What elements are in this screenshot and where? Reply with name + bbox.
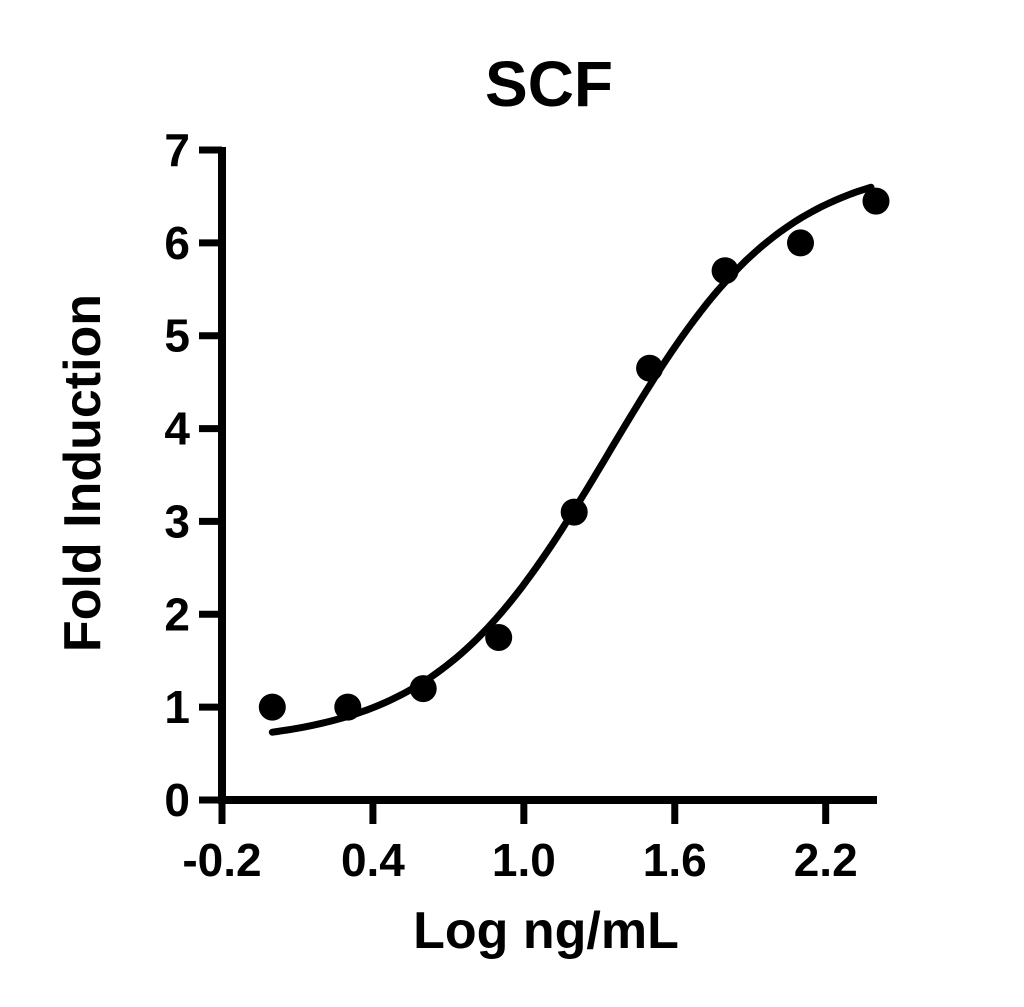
data-point [636,354,664,382]
x-axis-tick-labels: -0.2 0.4 1.0 1.6 2.2 [182,834,857,886]
data-point [787,229,814,257]
x-tick-label: 1.6 [643,834,707,886]
x-axis-ticks [218,800,830,824]
x-tick-label: 1.0 [492,834,556,886]
x-axis-title: Log ng/mL [413,902,679,960]
y-axis-ticks [199,146,222,804]
y-tick-label: 5 [164,310,190,362]
y-tick-label: 4 [164,403,190,455]
data-point [258,693,286,721]
y-axis-title: Fold Induction [54,294,112,652]
fit-curve [268,183,875,736]
data-point [862,187,890,215]
data-point [334,693,362,721]
data-points-group [258,187,890,721]
data-point [711,257,739,285]
data-point [560,498,588,526]
y-tick-label: 6 [164,217,190,269]
y-tick-label: 0 [164,774,190,826]
data-point [409,675,437,703]
x-tick-label: -0.2 [182,834,261,886]
x-tick-label: 0.4 [341,834,405,886]
x-tick-label: 2.2 [794,834,858,886]
y-tick-label: 2 [164,588,190,640]
y-tick-label: 3 [164,495,190,547]
chart-title: SCF [485,48,613,120]
data-point [485,624,513,651]
y-tick-label: 1 [164,681,190,733]
y-tick-label: 7 [164,124,190,176]
y-axis-tick-labels: 0 1 2 3 4 5 6 7 [164,124,190,826]
fit-curve-group [268,183,875,736]
